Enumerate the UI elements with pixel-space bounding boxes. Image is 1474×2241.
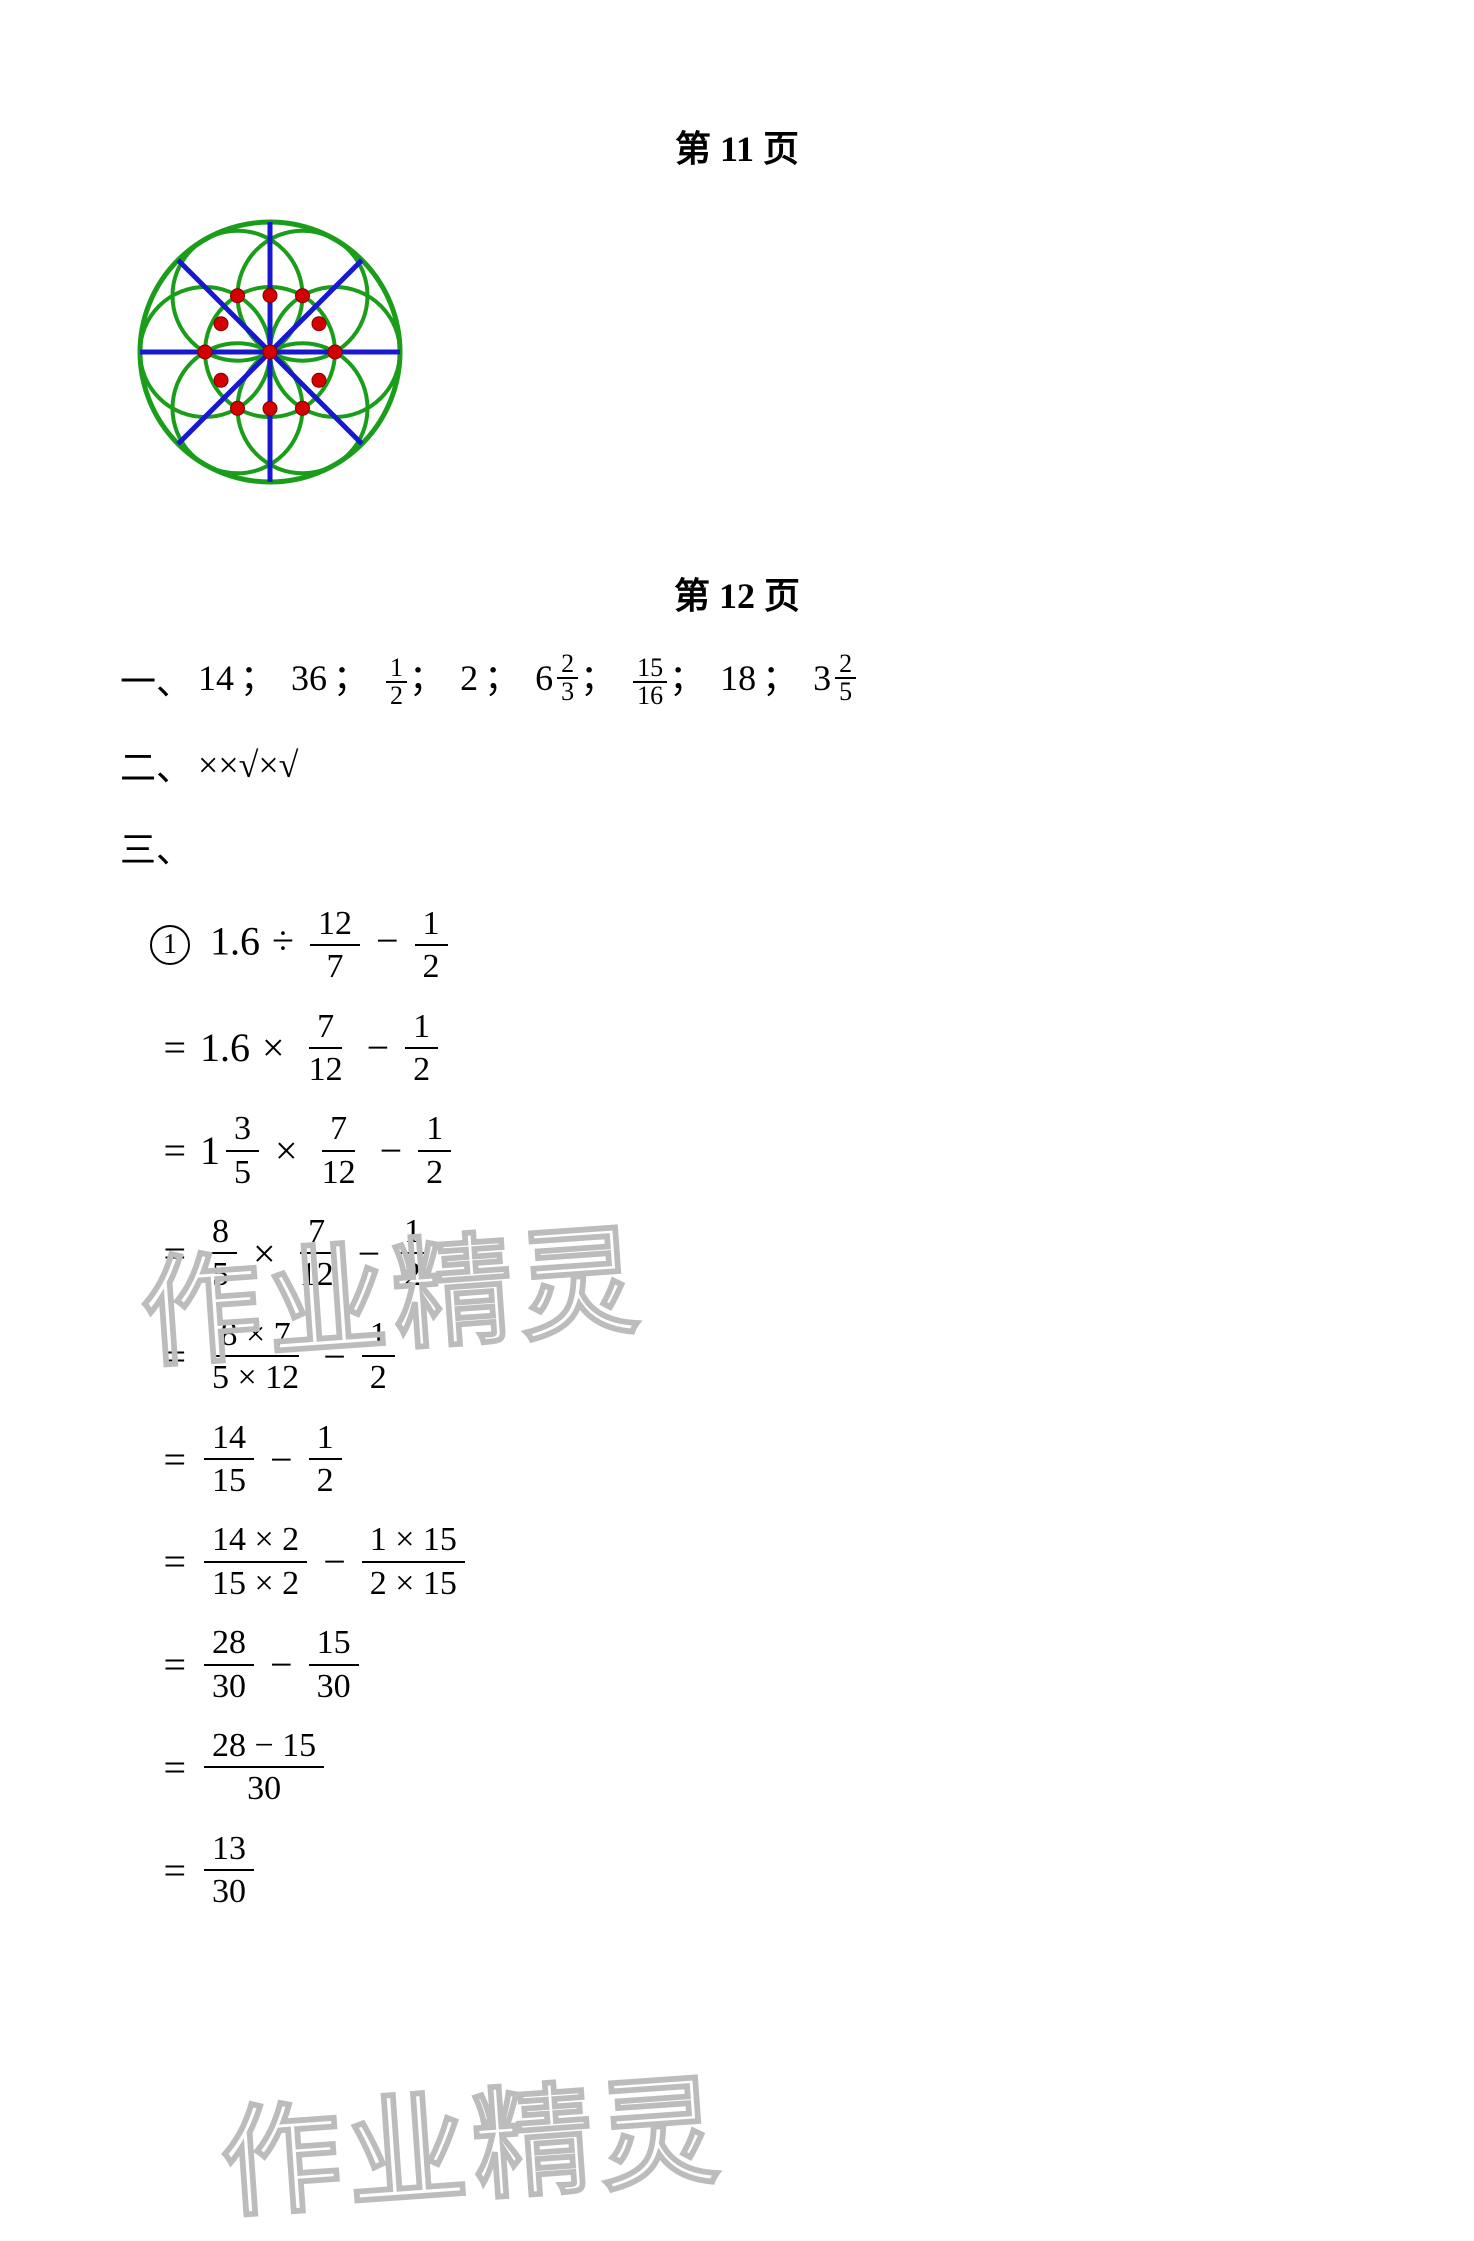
math-step: =85×712−12: [150, 1211, 1354, 1296]
section-1-item: 12: [386, 655, 407, 709]
section-1-item: 36: [291, 658, 327, 698]
section-1-item: 18: [720, 658, 756, 698]
section-1-item: 1516: [633, 655, 667, 709]
math-step: =14 × 215 × 2−1 × 152 × 15: [150, 1519, 1354, 1604]
section-2-label: 二、: [120, 739, 192, 791]
section-2: 二、 ××√×√: [120, 739, 1354, 791]
section-1-item: 2: [460, 658, 478, 698]
math-step: =8 × 75 × 12−12: [150, 1314, 1354, 1399]
section-1-label: 一、: [120, 653, 192, 705]
problem-number-circled: 1: [150, 925, 190, 965]
watermark-2: 作业精灵: [215, 2033, 730, 2241]
section-1-item: 623: [535, 651, 580, 705]
problem-number-row: 1 1.6÷127−12: [150, 903, 1354, 988]
math-step: =1.6×712−12: [150, 1006, 1354, 1091]
math-work: 1 1.6÷127−12 =1.6×712−12 =135×712−12 =85×7…: [120, 903, 1354, 1913]
math-step: =1330: [150, 1828, 1354, 1913]
section-1-item: 14: [198, 658, 234, 698]
page-11-heading: 第 11 页: [0, 120, 1474, 172]
math-step: =28 − 1530: [150, 1725, 1354, 1810]
page-12-heading: 第 12 页: [0, 567, 1474, 619]
section-1: 一、 14； 36； 12； 2； 623； 1516； 18； 325: [120, 649, 1354, 709]
math-step: =1415−12: [150, 1417, 1354, 1502]
geometric-diagram: [0, 202, 1474, 507]
math-step: =135×712−12: [150, 1108, 1354, 1193]
section-1-item: 325: [813, 651, 858, 705]
section-2-value: ××√×√: [198, 744, 298, 786]
section-3-label: 三、: [120, 821, 1354, 873]
math-step: =2830−1530: [150, 1622, 1354, 1707]
